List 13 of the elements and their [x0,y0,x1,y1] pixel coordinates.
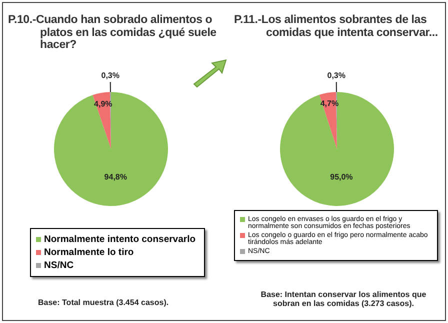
legend-label: Normalmente intento conservarlo [44,234,196,245]
data-label: 0,3% [327,71,346,80]
legend-label: Normalmente lo tiro [44,247,134,258]
data-label: 4,7% [320,99,339,108]
data-label: 94,8% [104,172,127,182]
data-label: 0,3% [101,71,120,80]
legend-label: NS/NC [44,260,74,271]
text: Base: Total muestra (3.454 casos). [38,298,170,307]
text: Base: Intentan conservar los alimentos que sobran en las comidas (3.273 casos). [260,290,428,308]
chart-title: P.11.-Los alimentos sobrantes de las comidas que intenta conservar... [234,14,439,39]
chart-title: P.10.-Cuando han sobrado alimentos o platos en las comidas ¿qué suele hacer? [8,14,218,52]
data-label: 95,0% [330,172,353,182]
data-label: 4,9% [94,99,112,108]
